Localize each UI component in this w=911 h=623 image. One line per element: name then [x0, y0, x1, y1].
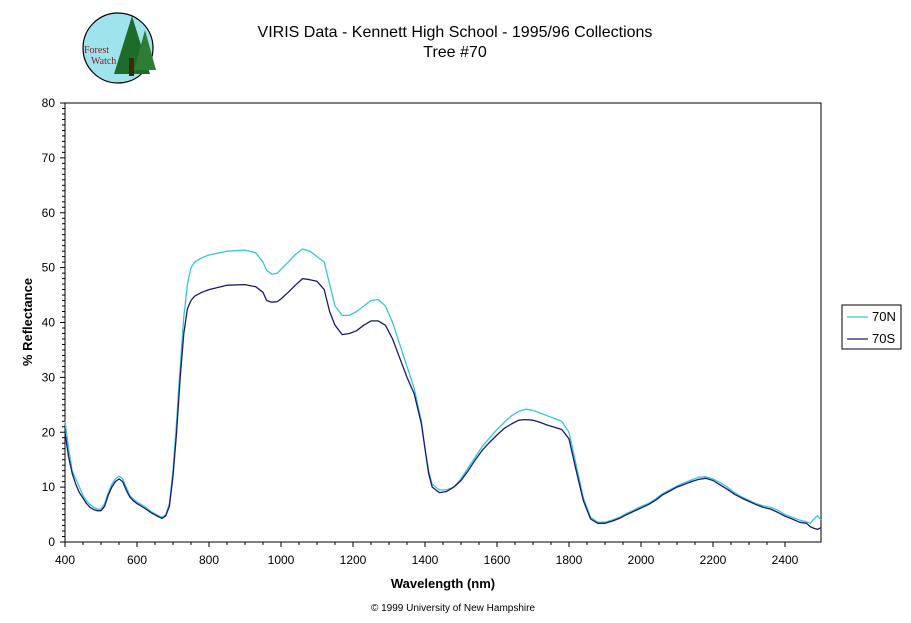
- x-tick-label: 2400: [772, 553, 799, 567]
- x-tick-label: 600: [127, 553, 147, 567]
- y-tick-label: 50: [42, 261, 56, 275]
- legend-label-70N: 70N: [872, 309, 896, 324]
- y-tick-label: 40: [42, 316, 56, 330]
- x-axis-title: Wavelength (nm): [391, 576, 495, 591]
- copyright-text: © 1999 University of New Hampshire: [371, 603, 536, 614]
- x-tick-label: 800: [199, 553, 219, 567]
- x-axis: 400 600 800 1000 1200 1400 1600 1800 2000 2200 240…: [55, 542, 799, 567]
- y-tick-label: 0: [48, 535, 55, 549]
- x-tick-label: 2000: [628, 553, 655, 567]
- y-tick-label: 10: [42, 480, 56, 494]
- x-tick-label: 1200: [340, 553, 367, 567]
- legend: 70N 70S: [841, 304, 902, 350]
- plot-area: [64, 102, 822, 543]
- legend-label-70S: 70S: [872, 331, 895, 346]
- x-tick-label: 1600: [484, 553, 511, 567]
- chart-subtitle: Tree #70: [423, 44, 487, 61]
- y-axis: 0 10 20 30 40 50 60 70 80: [42, 96, 65, 549]
- x-tick-label: 1400: [412, 553, 439, 567]
- y-tick-label: 20: [42, 425, 56, 439]
- series-line-70N: [64, 248, 822, 524]
- y-tick-label: 70: [42, 151, 56, 165]
- forest-watch-logo: Forest Watch: [82, 12, 156, 84]
- y-axis-title: % Reflectance: [20, 278, 35, 366]
- series-layer: [64, 248, 822, 531]
- logo-text-line2: Watch: [91, 56, 116, 67]
- x-tick-label: 2200: [700, 553, 727, 567]
- y-tick-label: 60: [42, 206, 56, 220]
- chart-title: VIRIS Data - Kennett High School - 1995/…: [258, 24, 653, 41]
- x-tick-label: 1000: [268, 553, 295, 567]
- series-line-70S: [64, 277, 822, 531]
- x-tick-label: 400: [55, 553, 75, 567]
- x-tick-label: 1800: [556, 553, 583, 567]
- logo-text-line1: Forest: [84, 45, 109, 56]
- y-tick-label: 80: [42, 96, 56, 110]
- legend-box: [841, 304, 902, 350]
- y-tick-label: 30: [42, 370, 56, 384]
